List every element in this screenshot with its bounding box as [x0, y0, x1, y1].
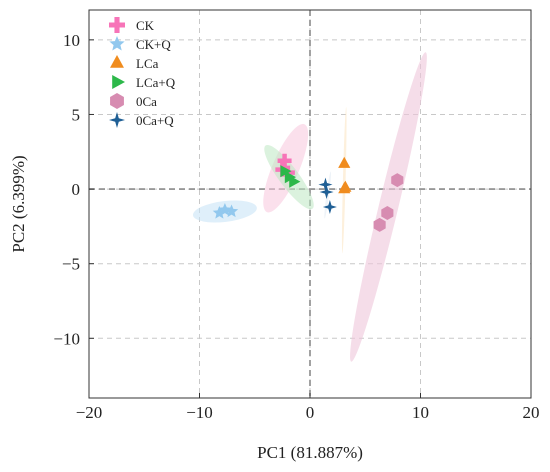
- axis-ticks: −20 −10 0 10 20 −10 −5 0 5 10: [53, 31, 539, 422]
- x-tick-label: 20: [523, 403, 540, 422]
- legend-label-ck-qq: CK+Q: [136, 37, 171, 52]
- point-0ca-qq: [318, 177, 333, 192]
- legend-marker-ck-qq: [109, 36, 125, 51]
- y-axis-label: PC2 (6.399%): [9, 155, 28, 252]
- legend-label-0ca-qq: 0Ca+Q: [136, 113, 174, 128]
- x-tick-label: 0: [306, 403, 315, 422]
- point-0ca: [391, 173, 404, 188]
- y-tick-label: −10: [53, 329, 80, 348]
- y-tick-label: −5: [62, 255, 80, 274]
- legend-label-ck: CK: [136, 18, 155, 33]
- ellipse-lca: [341, 107, 347, 254]
- legend-marker-ck: [109, 17, 125, 33]
- point-ck-qq: [212, 205, 227, 219]
- point-lca-qq: [280, 165, 292, 178]
- y-tick-label: 5: [72, 105, 81, 124]
- legend-marker-lca: [110, 55, 124, 68]
- legend-label-lca: LCa: [136, 56, 159, 71]
- legend-marker-0ca: [110, 93, 124, 109]
- point-lca-qq: [289, 175, 301, 188]
- legend-label-lca-qq: LCa+Q: [136, 75, 176, 90]
- point-ck: [277, 153, 292, 168]
- confidence-ellipses: [192, 52, 427, 362]
- x-tick-label: −20: [76, 403, 103, 422]
- x-tick-label: 10: [412, 403, 429, 422]
- y-tick-label: 10: [63, 31, 80, 50]
- data-points: [212, 153, 404, 232]
- point-0ca-qq: [319, 185, 334, 200]
- legend-marker-0ca-qq: [109, 112, 125, 128]
- point-ck-qq: [224, 204, 239, 218]
- x-tick-label: −10: [186, 403, 213, 422]
- point-lca: [339, 180, 352, 192]
- legend: CK CK+Q LCa LCa+Q 0Ca 0Ca+Q: [109, 17, 176, 128]
- point-0ca: [381, 205, 394, 220]
- legend-label-0ca: 0Ca: [136, 94, 157, 109]
- point-0ca: [373, 217, 386, 232]
- point-lca: [338, 156, 351, 168]
- y-tick-label: 0: [72, 180, 81, 199]
- x-axis-label: PC1 (81.887%): [257, 443, 363, 462]
- legend-marker-lca-qq: [112, 75, 125, 89]
- point-0ca-qq: [322, 199, 337, 214]
- plot-layer: [192, 52, 427, 362]
